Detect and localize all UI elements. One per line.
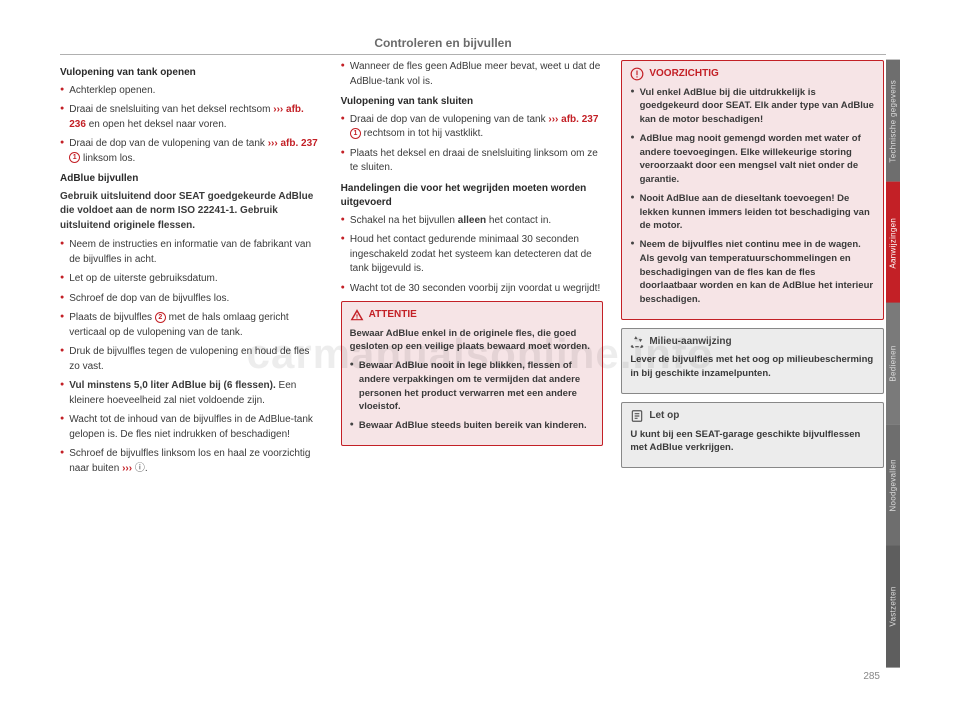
list-item: Bewaar AdBlue nooit in lege blikken, fle… bbox=[350, 359, 595, 414]
list-item: Schakel na het bijvullen alleen het cont… bbox=[341, 214, 604, 229]
box-paragraph: Bewaar AdBlue enkel in de originele fles… bbox=[350, 327, 595, 355]
content-columns: Vulopening van tank openen Achterklep op… bbox=[60, 60, 900, 668]
list-item: Let op de uiterste gebruiksdatum. bbox=[60, 272, 323, 287]
col2-heading-close: Vulopening van tank sluiten bbox=[341, 95, 604, 110]
list-item: AdBlue mag nooit gemengd worden met wate… bbox=[630, 132, 875, 187]
ref-marker: 2 bbox=[155, 312, 166, 323]
box-title: Let op bbox=[649, 409, 679, 424]
ref-link: ››› afb. 237 bbox=[548, 114, 598, 125]
side-tab[interactable]: Technische gegevens bbox=[886, 60, 900, 182]
side-tab[interactable]: Aanwijzingen bbox=[886, 182, 900, 304]
warning-triangle-icon bbox=[350, 308, 364, 322]
list-item: Nooit AdBlue aan de dieseltank toevoegen… bbox=[630, 192, 875, 233]
page-title: Controleren en bijvullen bbox=[0, 36, 886, 50]
list-item: Schroef de bijvulfles linksom los en haa… bbox=[60, 447, 323, 476]
recycle-icon bbox=[630, 335, 644, 349]
ref-link: ››› afb. 237 bbox=[268, 138, 318, 149]
list-item: Achterklep openen. bbox=[60, 84, 323, 99]
list-item: Wacht tot de 30 seconden voorbij zijn vo… bbox=[341, 282, 604, 297]
caution-circle-icon bbox=[630, 67, 644, 81]
page-body: Vulopening van tank openen Achterklep op… bbox=[60, 60, 900, 668]
column-1: Vulopening van tank openen Achterklep op… bbox=[60, 60, 323, 668]
box-title: Milieu-aanwijzing bbox=[649, 335, 731, 350]
column-2: Wanneer de fles geen AdBlue meer bevat, … bbox=[341, 60, 604, 668]
info-icon: ⓘ bbox=[135, 463, 145, 474]
col2-heading-actions: Handelingen die voor het wegrijden moete… bbox=[341, 182, 604, 211]
col1-heading-fill: AdBlue bijvullen bbox=[60, 172, 323, 187]
side-tab[interactable]: Vastzetten bbox=[886, 546, 900, 668]
col1-heading-open: Vulopening van tank openen bbox=[60, 66, 323, 81]
column-3: VOORZICHTIG Vul enkel AdBlue bij die uit… bbox=[621, 60, 884, 668]
ref-marker: 1 bbox=[69, 152, 80, 163]
list-item: Druk de bijvulfles tegen de vulopening e… bbox=[60, 345, 323, 374]
side-tab[interactable]: Noodgevallen bbox=[886, 425, 900, 547]
letop-box: Let op U kunt bij een SEAT-garage geschi… bbox=[621, 402, 884, 468]
attentie-box: ATTENTIE Bewaar AdBlue enkel in de origi… bbox=[341, 301, 604, 446]
box-paragraph: U kunt bij een SEAT-garage geschikte bij… bbox=[630, 428, 875, 456]
list-item: Neem de bijvulfles niet continu mee in d… bbox=[630, 238, 875, 307]
list-item: Vul minstens 5,0 liter AdBlue bij (6 fle… bbox=[60, 379, 323, 408]
side-tab[interactable]: Bedienen bbox=[886, 303, 900, 425]
list-item: Draai de dop van de vulopening van de ta… bbox=[341, 113, 604, 142]
voorzichtig-box: VOORZICHTIG Vul enkel AdBlue bij die uit… bbox=[621, 60, 884, 320]
list-item: Draai de dop van de vulopening van de ta… bbox=[60, 137, 323, 166]
note-icon bbox=[630, 409, 644, 423]
list-item: Wanneer de fles geen AdBlue meer bevat, … bbox=[341, 60, 604, 89]
milieu-box: Milieu-aanwijzing Lever de bijvulfles me… bbox=[621, 328, 884, 394]
list-item: Bewaar AdBlue steeds buiten bereik van k… bbox=[350, 419, 595, 433]
paragraph: Gebruik uitsluitend door SEAT goedgekeur… bbox=[60, 190, 323, 234]
list-item: Plaats het deksel en draai de snelsluiti… bbox=[341, 147, 604, 176]
list-item: Vul enkel AdBlue bij die uitdrukkelijk i… bbox=[630, 86, 875, 127]
header-divider bbox=[60, 54, 886, 55]
box-title: VOORZICHTIG bbox=[649, 67, 718, 82]
side-tabs: Technische gegevensAanwijzingenBedienenN… bbox=[886, 60, 900, 668]
box-paragraph: Lever de bijvulfles met het oog op milie… bbox=[630, 353, 875, 381]
box-title: ATTENTIE bbox=[369, 308, 417, 323]
list-item: Draai de snelsluiting van het deksel rec… bbox=[60, 103, 323, 132]
list-item: Schroef de dop van de bijvulfles los. bbox=[60, 292, 323, 307]
page-number: 285 bbox=[863, 671, 880, 682]
ref-marker: 1 bbox=[350, 128, 361, 139]
list-item: Neem de instructies en informatie van de… bbox=[60, 238, 323, 267]
list-item: Plaats de bijvulfles 2 met de hals omlaa… bbox=[60, 311, 323, 340]
list-item: Wacht tot de inhoud van de bijvulfles in… bbox=[60, 413, 323, 442]
ref-link: ››› bbox=[122, 463, 132, 474]
list-item: Houd het contact gedurende minimaal 30 s… bbox=[341, 233, 604, 277]
